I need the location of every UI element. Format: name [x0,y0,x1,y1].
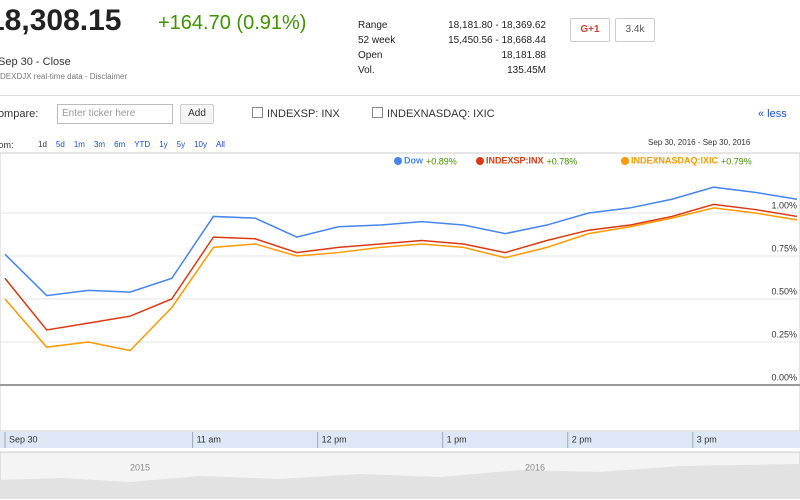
y-tick-label: 0.75% [771,243,797,253]
legend-name: INDEXSP:INX [486,155,544,165]
zoom-option[interactable]: 1m [73,140,85,149]
x-tick-label: 2 pm [572,434,592,444]
stat-value: 18,181.80 - 18,369.62 [448,20,546,31]
zoom-option[interactable]: YTD [134,140,151,149]
x-tick-label: 12 pm [322,434,347,444]
change: +164.70 (0.91%) [158,12,307,34]
y-tick-label: 0.25% [771,329,797,339]
ticker-name: INDEXSP: INX [267,108,340,120]
stat-row: Vol. 135.45M [358,65,546,76]
legend-dot [621,157,629,165]
zoom-option[interactable]: 1y [159,140,168,149]
legend-name: INDEXNASDAQ:IXIC [631,155,719,165]
legend-dot [476,157,484,165]
stat-row: 52 week 15,450.56 - 18,668.44 [358,35,546,46]
navigator-label: 2015 [130,462,150,472]
y-tick-label: 0.00% [771,372,797,382]
zoom-options: 1d 5d 1m 3m 6m YTD 1y 5y 10y All [38,140,234,149]
gplus-count: 3.4k [615,18,655,42]
stat-value: 15,450.56 - 18,668.44 [448,35,546,46]
navigator-label: 2016 [525,462,545,472]
legend-change: +0.79% [721,156,752,166]
zoom-option[interactable]: 10y [194,140,207,149]
navigator-area [0,464,800,497]
ticker-name: INDEXNASDAQ: IXIC [387,108,495,120]
stat-label: Range [358,20,388,31]
zoom-option[interactable]: 6m [114,140,126,149]
x-tick-label: 3 pm [697,434,717,444]
date-range: Sep 30, 2016 - Sep 30, 2016 [648,138,751,147]
series-line [4,186,798,297]
stat-row: Range 18,181.80 - 18,369.62 [358,20,546,31]
gplus-button[interactable]: G+1 [570,18,610,42]
series-line [4,203,798,331]
legend-dot [394,157,402,165]
price: 18,308.15 [0,4,122,37]
stat-value: 135.45M [507,65,546,76]
legend-change: +0.78% [547,156,578,166]
ticker-toggle[interactable]: INDEXNASDAQ: IXIC [372,107,495,120]
ticker-toggle[interactable]: INDEXSP: INX [252,107,340,120]
x-tick-label: Sep 30 [9,434,38,444]
stat-row: Open 18,181.88 [358,50,546,61]
source: INDEXDJX real-time data - Disclaimer [0,72,128,81]
y-tick-label: 0.50% [771,286,797,296]
divider [0,95,800,96]
zoom-label: Zoom: [0,140,14,150]
zoom-option[interactable]: 5d [55,140,65,149]
stat-label: Vol. [358,65,375,76]
checkbox[interactable] [372,107,383,118]
zoom-option[interactable]: 3m [93,140,106,149]
x-tick-label: 11 am [197,434,221,444]
zoom-option[interactable]: 5y [176,140,186,149]
less-link[interactable]: « less [758,108,787,120]
checkbox[interactable] [252,107,263,118]
x-axis-band [0,432,800,448]
stat-value: 18,181.88 [501,50,547,61]
y-tick-label: 1.00% [771,200,797,210]
legend-name: Dow [404,155,424,165]
stat-label: Open [358,50,383,61]
x-tick-label: 1 pm [447,434,467,444]
zoom-option[interactable]: All [216,140,225,149]
compare-label: Compare: [0,108,39,120]
close-date: Sep 30 - Close [0,56,71,68]
ticker-input[interactable]: Enter ticker here [57,104,173,124]
stat-label: 52 week [358,35,396,46]
series-line [4,207,798,352]
legend-change: +0.89% [426,156,457,166]
zoom-option[interactable]: 1d [38,140,47,149]
add-button[interactable]: Add [180,104,214,124]
